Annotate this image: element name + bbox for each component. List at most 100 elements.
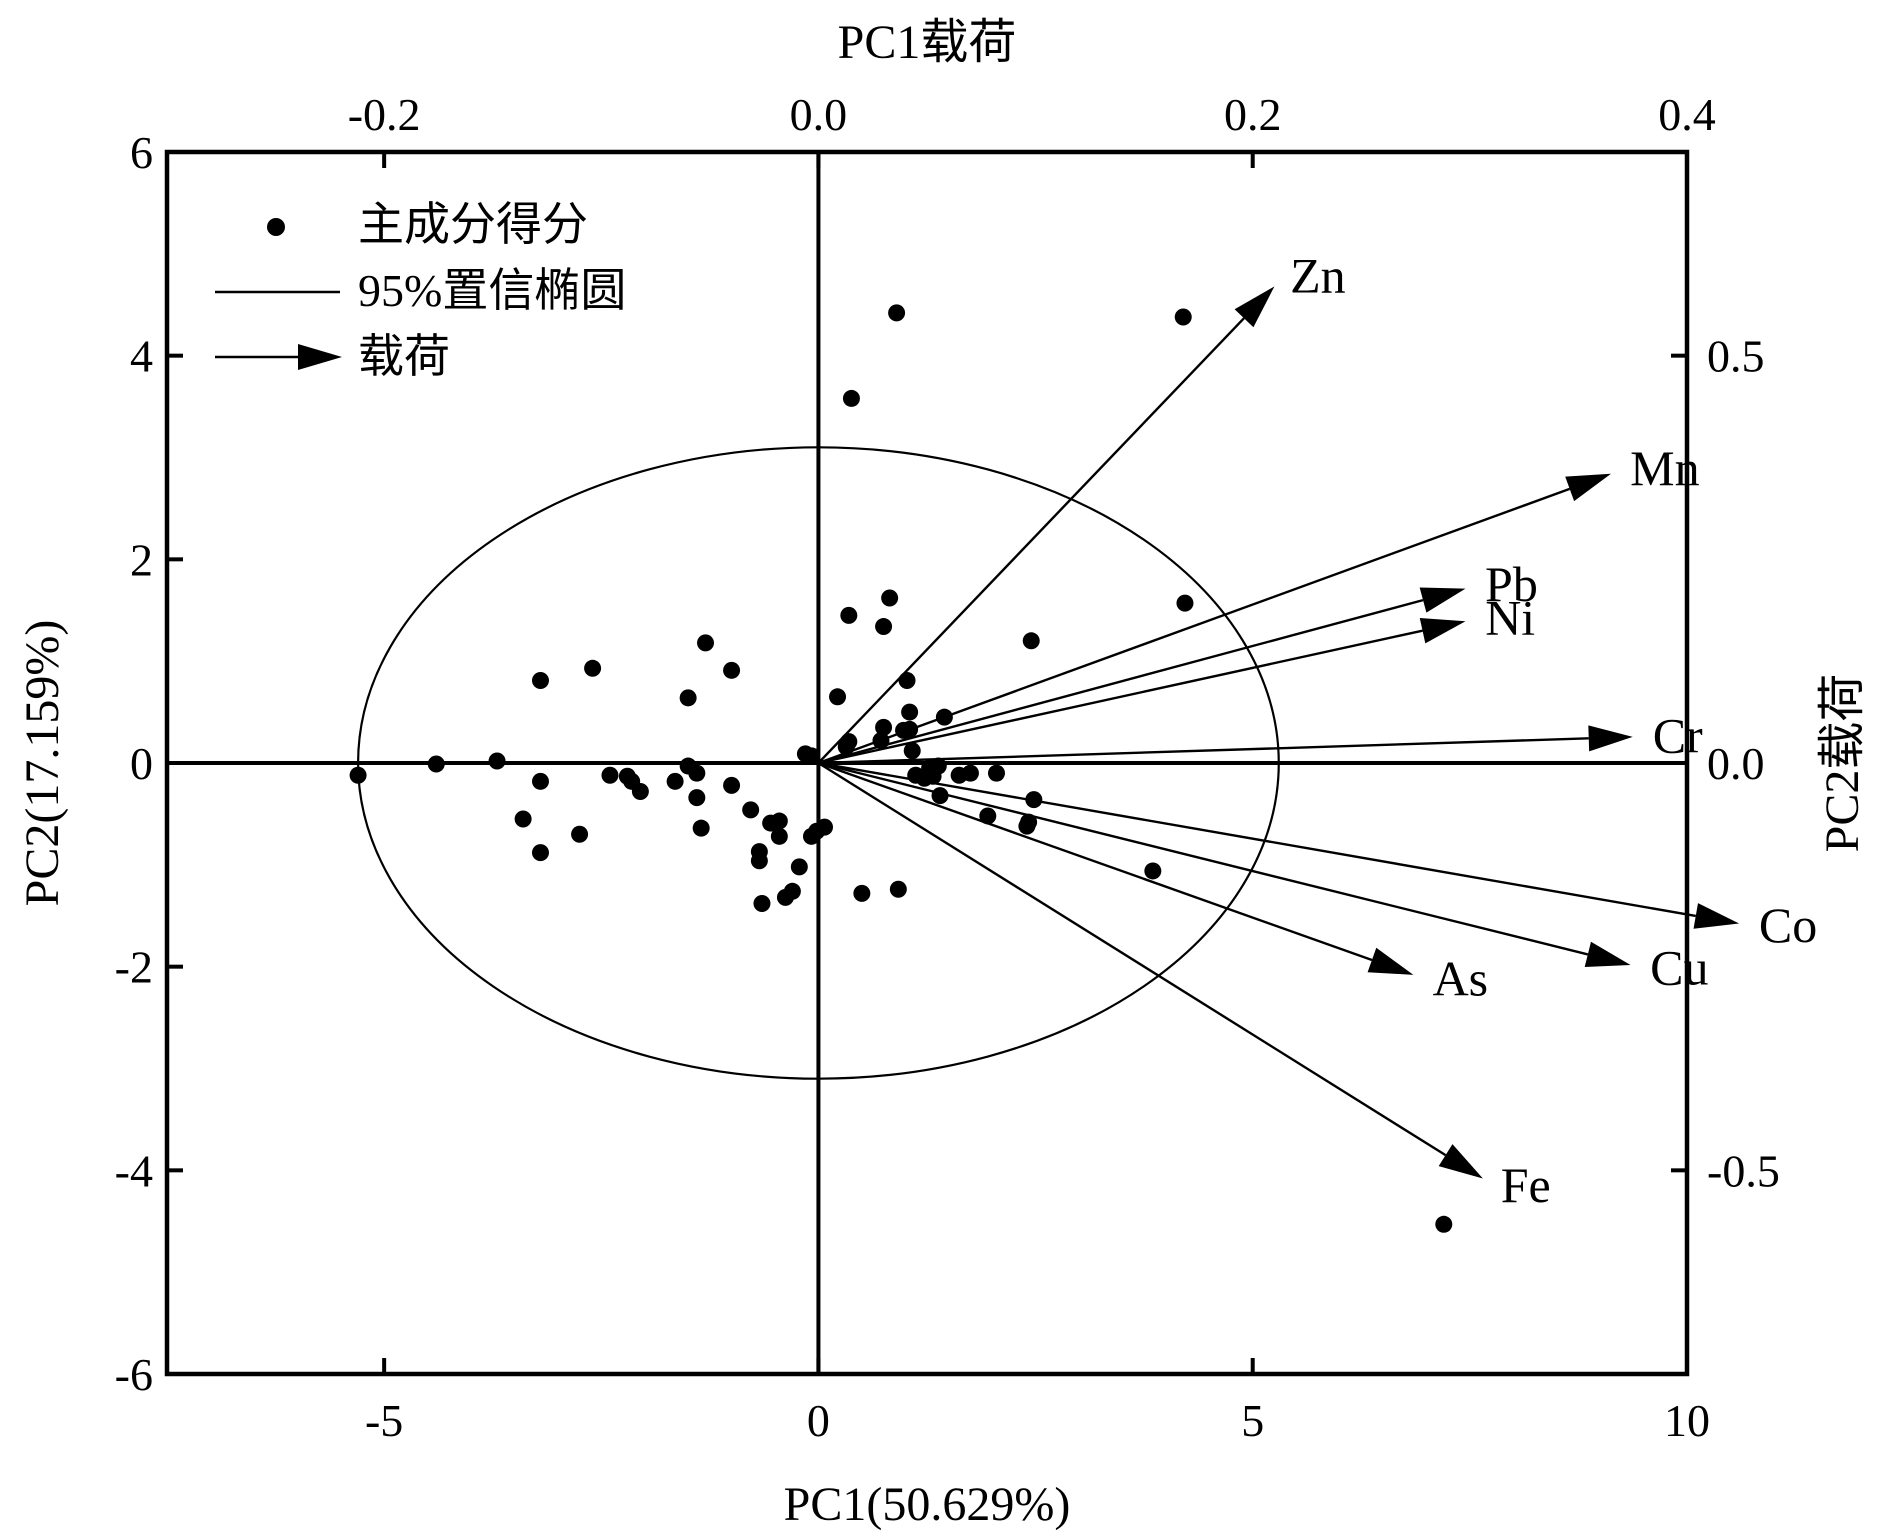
loading-label-Pb: Pb: [1485, 556, 1538, 612]
y-tick-label: 6: [130, 127, 153, 178]
y2-tick-label: -0.5: [1707, 1145, 1780, 1196]
score-point: [631, 783, 649, 801]
score-point: [1174, 308, 1192, 326]
score-point: [802, 747, 820, 765]
legend: 主成分得分 95%置信椭圆 载荷: [215, 199, 626, 382]
loading-arrowhead-As: [1367, 947, 1414, 975]
loading-label-Cu: Cu: [1650, 939, 1708, 995]
score-point: [1022, 632, 1040, 650]
loading-arrow-Zn: [817, 317, 1245, 764]
score-point: [1144, 862, 1162, 880]
score-point: [531, 844, 549, 862]
x-tick-label: 0: [807, 1395, 830, 1446]
score-point: [427, 755, 445, 773]
legend-point-marker: [267, 218, 285, 236]
y2-axis-title: PC2载荷: [1816, 674, 1869, 853]
x2-tick-label: 0.0: [790, 89, 848, 140]
score-point: [888, 304, 906, 322]
loading-arrow-Pb: [818, 598, 1424, 765]
loading-arrowhead-Co: [1693, 903, 1740, 929]
loading-arrow-Co: [818, 761, 1696, 918]
score-point: [488, 752, 506, 770]
score-point: [816, 818, 834, 836]
score-point: [688, 789, 706, 807]
y-tick-label: 2: [130, 534, 153, 585]
score-point: [840, 606, 858, 624]
score-point: [692, 819, 710, 837]
score-point: [929, 757, 947, 775]
score-point: [1025, 791, 1043, 809]
score-points: [349, 304, 1453, 1233]
score-point: [898, 672, 916, 690]
x-tick-label: -5: [365, 1395, 403, 1446]
score-point: [688, 764, 706, 782]
x-tick-label: 10: [1664, 1395, 1710, 1446]
score-point: [931, 787, 949, 805]
loading-arrowhead-Mn: [1565, 473, 1611, 502]
x2-tick-label: 0.4: [1658, 89, 1716, 140]
y-axis-title: PC2(17.159%): [16, 620, 69, 907]
score-point: [872, 732, 890, 750]
score-point: [697, 634, 715, 652]
score-point: [987, 764, 1005, 782]
score-point: [875, 618, 893, 636]
score-point: [961, 764, 979, 782]
score-point: [742, 801, 760, 819]
score-point: [666, 772, 684, 790]
score-point: [829, 688, 847, 706]
score-point: [770, 812, 788, 830]
loading-label-Zn: Zn: [1290, 247, 1346, 303]
score-point: [679, 689, 697, 707]
score-point: [770, 827, 788, 845]
legend-item-ellipse: 95%置信椭圆: [358, 265, 626, 316]
score-point: [514, 810, 532, 828]
loading-arrow-Cr: [818, 737, 1589, 765]
score-point: [901, 703, 919, 721]
axis-ticks: -5 0 5 10 -6 -4 -2 0 2 4 6 -0.2 0.0 0.2 0.4 -0.5 0.0 0.5: [115, 89, 1780, 1446]
score-point: [790, 858, 808, 876]
loading-arrow-Fe: [817, 761, 1447, 1157]
legend-arrow-head: [298, 344, 342, 370]
score-point: [889, 880, 907, 898]
score-point: [853, 884, 871, 902]
x2-tick-label: -0.2: [348, 89, 421, 140]
x-tick-label: 5: [1241, 1395, 1264, 1446]
y-tick-label: 0: [130, 738, 153, 789]
score-point: [531, 672, 549, 690]
loading-arrow-Ni: [818, 629, 1423, 765]
loading-arrowhead-Cr: [1588, 725, 1633, 752]
score-point: [584, 659, 602, 677]
score-point: [601, 766, 619, 784]
score-point: [753, 895, 771, 913]
loading-label-As: As: [1433, 951, 1489, 1007]
x-axis-title: PC1(50.629%): [784, 1478, 1071, 1531]
score-point: [881, 589, 899, 607]
score-point: [1176, 594, 1194, 612]
loading-arrowhead-Zn: [1234, 286, 1275, 328]
loading-arrowhead-Fe: [1438, 1144, 1483, 1179]
score-point: [531, 772, 549, 790]
score-point: [723, 776, 741, 794]
score-point: [842, 389, 860, 407]
loading-label-Fe: Fe: [1501, 1157, 1551, 1213]
y2-tick-label: 0.0: [1707, 738, 1765, 789]
legend-item-loadings: 载荷: [358, 331, 450, 382]
y-tick-label: 4: [130, 331, 153, 382]
score-point: [1435, 1215, 1453, 1233]
x2-axis-title: PC1载荷: [838, 16, 1017, 69]
score-point: [979, 807, 997, 825]
score-point: [903, 742, 921, 760]
score-point: [935, 708, 953, 726]
y2-tick-label: 0.5: [1707, 331, 1765, 382]
legend-item-scores: 主成分得分: [358, 199, 588, 250]
loading-arrowhead-Ni: [1419, 617, 1466, 644]
score-point: [875, 718, 893, 736]
plot-frame: [164, 149, 1690, 1377]
y-tick-label: -2: [115, 942, 153, 993]
score-point: [750, 852, 768, 870]
loading-label-Co: Co: [1759, 897, 1817, 953]
score-point: [723, 661, 741, 679]
y-tick-label: -6: [115, 1349, 153, 1400]
